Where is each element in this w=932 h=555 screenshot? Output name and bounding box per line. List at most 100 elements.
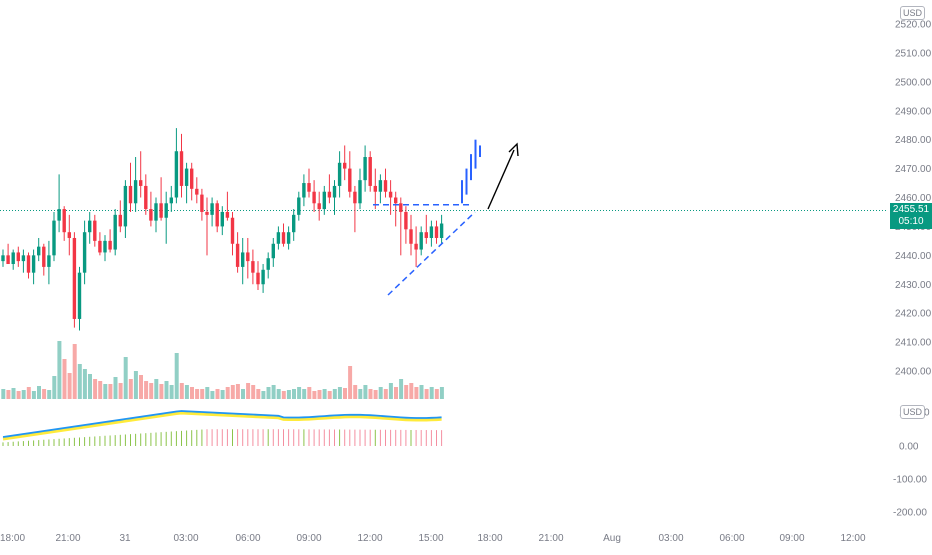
- candle-body: [302, 183, 306, 198]
- candle-body: [67, 232, 71, 238]
- volume-bar: [164, 381, 169, 399]
- last-price-value: 2455.51: [892, 204, 930, 215]
- volume-bar: [363, 385, 368, 399]
- price-tick-label: 2440.00: [895, 251, 932, 262]
- candle-body: [353, 191, 357, 204]
- candle-body: [256, 272, 260, 285]
- candle-body: [327, 191, 332, 198]
- price-tick-label: 2400.00: [895, 367, 932, 378]
- volume-bar: [434, 389, 439, 399]
- time-tick-label: 18:00: [0, 533, 25, 544]
- volume-bar: [72, 344, 77, 399]
- volume-bar: [353, 385, 358, 399]
- indicator-axis-currency-badge[interactable]: USD: [900, 405, 926, 419]
- time-tick-label: 03:00: [173, 533, 198, 544]
- candle-body: [37, 246, 41, 256]
- candle-body: [98, 240, 102, 253]
- time-tick-label: 21:00: [55, 533, 80, 544]
- volume-bar: [307, 387, 312, 399]
- candle-body: [31, 255, 36, 273]
- time-tick-label: 15:00: [418, 533, 443, 544]
- candle-body: [144, 185, 148, 210]
- candle-body: [159, 203, 163, 218]
- volume-bar: [205, 387, 210, 399]
- volume-bar: [21, 390, 26, 399]
- volume-bar: [286, 390, 291, 399]
- candle-body: [434, 226, 439, 238]
- volume-bar: [174, 353, 179, 399]
- candle-body: [246, 252, 250, 262]
- candle-body: [200, 194, 204, 212]
- volume-bar: [399, 379, 404, 399]
- upward-arrow-head: [508, 142, 519, 157]
- volume-bar: [419, 385, 424, 399]
- candle-body: [113, 214, 117, 250]
- price-tick-label: 2520.00: [895, 20, 932, 31]
- volume-bar: [220, 390, 225, 399]
- candle-body: [332, 185, 337, 198]
- price-tick-label: 2510.00: [895, 48, 932, 59]
- volume-bar: [159, 384, 164, 399]
- time-tick-label: 31: [119, 533, 131, 544]
- volume-bar: [322, 389, 327, 399]
- indicator-fast-line: [2, 410, 442, 438]
- candle-body: [230, 217, 235, 244]
- candle-body: [317, 203, 321, 210]
- volume-bar: [327, 391, 332, 399]
- time-tick-label: 06:00: [719, 533, 744, 544]
- price-tick-label: 2470.00: [895, 164, 932, 175]
- candle-body: [72, 237, 77, 319]
- candle-body: [133, 180, 138, 204]
- candle-body: [82, 232, 87, 273]
- volume-bar: [358, 389, 363, 399]
- volume-bar: [200, 389, 205, 399]
- time-tick-label: 18:00: [477, 533, 502, 544]
- volume-bar: [368, 389, 373, 399]
- candle-body: [261, 269, 265, 285]
- volume-bar: [93, 379, 98, 399]
- candle-body: [235, 243, 240, 267]
- volume-bar: [77, 364, 82, 399]
- volume-bar: [292, 389, 296, 399]
- volume-bar: [67, 373, 72, 399]
- time-tick-label: 21:00: [538, 533, 563, 544]
- volume-bar: [88, 374, 92, 399]
- volume-bar: [235, 384, 240, 399]
- candle-body: [26, 255, 31, 273]
- volume-bar: [414, 387, 419, 399]
- price-axis-currency-badge[interactable]: USD: [900, 6, 926, 20]
- candle-body: [118, 214, 122, 227]
- price-tick-label: 2490.00: [895, 106, 932, 117]
- volume-bar: [1, 389, 6, 399]
- volume-bar: [133, 371, 138, 399]
- volume-bar: [52, 376, 57, 399]
- volume-bar: [343, 388, 347, 399]
- volume-bar: [312, 391, 317, 399]
- volume-bar: [190, 387, 194, 399]
- volume-bar: [261, 391, 266, 399]
- candle-body: [21, 255, 26, 262]
- volume-bar: [108, 384, 113, 399]
- candle-body: [164, 203, 168, 218]
- candle-body: [179, 151, 184, 186]
- candle-body: [205, 211, 209, 215]
- volume-bar: [139, 375, 143, 399]
- volume-bar: [388, 383, 393, 399]
- volume-bar: [103, 384, 108, 399]
- candle-body: [225, 211, 230, 218]
- time-tick-label: 09:00: [296, 533, 321, 544]
- candle-body: [215, 203, 219, 227]
- volume-bar: [383, 389, 388, 399]
- candle-body: [123, 185, 128, 227]
- indicator-tick-label: 0.00: [899, 442, 919, 453]
- candle-body: [210, 203, 214, 215]
- candle-body: [439, 223, 444, 238]
- volume-bar: [337, 387, 342, 399]
- volume-bar: [47, 390, 52, 399]
- candle-body: [57, 209, 61, 221]
- price-tick-label: 2500.00: [895, 77, 932, 88]
- candle-body: [388, 191, 393, 198]
- candle-body: [139, 180, 143, 186]
